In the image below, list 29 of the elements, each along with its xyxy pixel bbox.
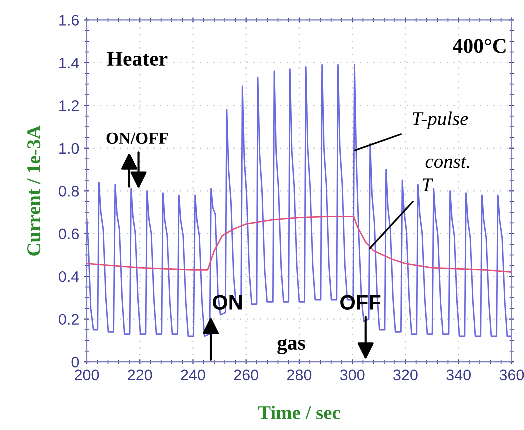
x-tick-label: 280: [287, 370, 312, 381]
annotation: const.: [426, 157, 470, 168]
y-tick-label: 1.0: [60, 143, 80, 154]
y-axis-title: Current / 1e-3A: [28, 126, 41, 256]
y-tick-label: 0.8: [59, 186, 80, 197]
x-axis-title: Time / sec: [258, 406, 340, 420]
line-series: [86, 216, 512, 274]
x-tick-label: 300: [340, 370, 365, 381]
x-tick-label: 340: [446, 370, 471, 381]
annotation: Heater: [107, 52, 168, 66]
annotation: 400°C: [453, 39, 506, 54]
x-tick-label: 240: [181, 370, 206, 381]
x-tick-label: 360: [500, 370, 524, 381]
x-tick-label: 220: [128, 370, 152, 381]
y-tick-label: 0.2: [59, 314, 79, 326]
x-tick-label: 320: [394, 370, 418, 381]
y-tick-label: 1.4: [60, 58, 80, 68]
y-tick-label: 0: [72, 356, 80, 368]
annotation: gas: [278, 339, 306, 354]
y-tick-label: 0.4: [59, 271, 80, 282]
line-series: [86, 64, 512, 338]
annotation: T-pulse: [413, 112, 468, 130]
y-tick-label: 0.6: [59, 228, 80, 240]
annotation: T: [422, 178, 434, 192]
y-tick-label: 1.6: [60, 15, 80, 26]
annotation: ON/OFF: [106, 132, 168, 144]
y-tick-label: 1.2: [60, 100, 79, 112]
x-tick-label: 260: [234, 370, 258, 381]
x-tick-label: 200: [75, 370, 100, 381]
